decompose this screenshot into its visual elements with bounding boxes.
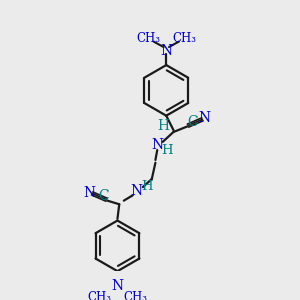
- Text: CH₃: CH₃: [136, 32, 160, 45]
- Text: N: N: [151, 138, 163, 152]
- Text: N: N: [130, 184, 142, 198]
- Text: N: N: [111, 279, 124, 292]
- Text: H: H: [158, 118, 169, 133]
- Text: CH₃: CH₃: [87, 291, 111, 300]
- Text: N: N: [83, 185, 95, 200]
- Text: C: C: [99, 189, 109, 203]
- Text: N: N: [198, 111, 210, 125]
- Text: N: N: [160, 44, 172, 58]
- Text: H: H: [161, 143, 173, 157]
- Text: CH₃: CH₃: [124, 291, 148, 300]
- Text: H: H: [142, 180, 153, 193]
- Text: C: C: [187, 115, 198, 129]
- Text: CH₃: CH₃: [172, 32, 196, 45]
